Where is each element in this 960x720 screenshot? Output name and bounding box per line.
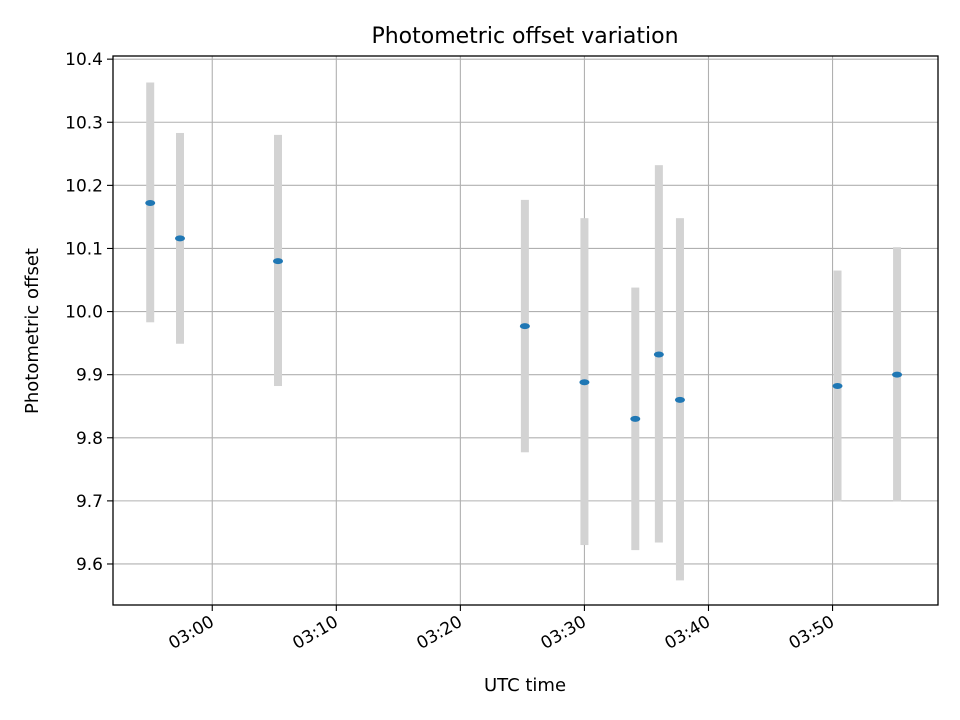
data-point: [630, 415, 641, 422]
chart-title: Photometric offset variation: [371, 24, 678, 49]
y-tick-label: 9.7: [76, 492, 103, 512]
y-tick-label: 9.8: [76, 429, 103, 449]
data-point: [832, 383, 843, 390]
x-axis-title: UTC time: [484, 675, 566, 696]
data-point: [174, 235, 185, 242]
y-axis-title: Photometric offset: [22, 248, 43, 414]
data-point: [273, 258, 283, 265]
y-tick-label: 10.1: [65, 239, 103, 259]
data-point: [519, 323, 530, 330]
y-tick-label: 10.0: [65, 303, 103, 323]
data-point: [145, 200, 156, 207]
y-tick-label: 10.2: [65, 176, 103, 196]
data-points: [145, 200, 903, 422]
plot-frame: [112, 55, 939, 606]
data-point: [653, 351, 664, 358]
data-point: [892, 371, 903, 378]
data-point: [579, 379, 590, 386]
grid: [113, 56, 938, 605]
y-tick-label: 10.3: [65, 113, 103, 133]
y-axis-ticks: 9.6 9.7 9.8 9.9 10.0 10.1 10.2 10.3 10.4: [65, 50, 113, 575]
y-tick-label: 9.6: [76, 555, 103, 575]
y-tick-label: 9.9: [76, 366, 103, 386]
data-point: [674, 396, 685, 403]
y-tick-label: 10.4: [65, 50, 103, 70]
